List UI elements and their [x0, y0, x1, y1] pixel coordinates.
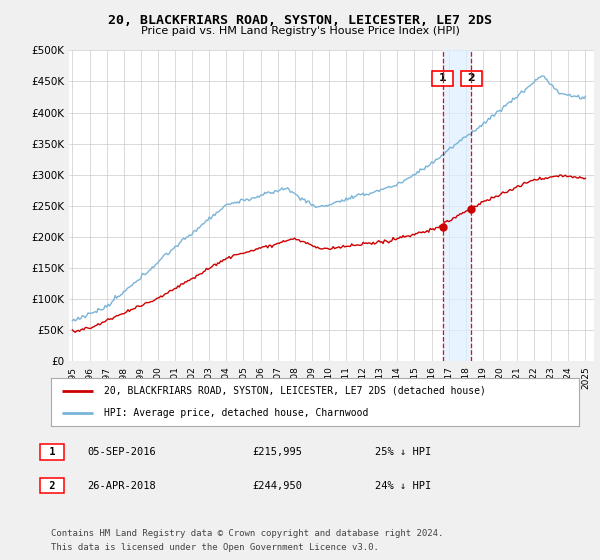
Text: Price paid vs. HM Land Registry's House Price Index (HPI): Price paid vs. HM Land Registry's House … [140, 26, 460, 36]
Text: HPI: Average price, detached house, Charnwood: HPI: Average price, detached house, Char… [104, 408, 368, 418]
Text: 24% ↓ HPI: 24% ↓ HPI [375, 480, 431, 491]
Text: 20, BLACKFRIARS ROAD, SYSTON, LEICESTER, LE7 2DS: 20, BLACKFRIARS ROAD, SYSTON, LEICESTER,… [108, 14, 492, 27]
Text: £244,950: £244,950 [252, 480, 302, 491]
Text: Contains HM Land Registry data © Crown copyright and database right 2024.: Contains HM Land Registry data © Crown c… [51, 529, 443, 538]
Text: This data is licensed under the Open Government Licence v3.0.: This data is licensed under the Open Gov… [51, 543, 379, 552]
Text: 1: 1 [435, 73, 451, 83]
Text: £215,995: £215,995 [252, 447, 302, 457]
Text: 05-SEP-2016: 05-SEP-2016 [87, 447, 156, 457]
Text: 26-APR-2018: 26-APR-2018 [87, 480, 156, 491]
Bar [443, 50, 472, 361]
Text: 1: 1 [43, 447, 62, 457]
Text: 2: 2 [464, 73, 479, 83]
Text: 2: 2 [43, 480, 62, 491]
Text: 20, BLACKFRIARS ROAD, SYSTON, LEICESTER, LE7 2DS (detached house): 20, BLACKFRIARS ROAD, SYSTON, LEICESTER,… [104, 386, 485, 396]
Text: 25% ↓ HPI: 25% ↓ HPI [375, 447, 431, 457]
